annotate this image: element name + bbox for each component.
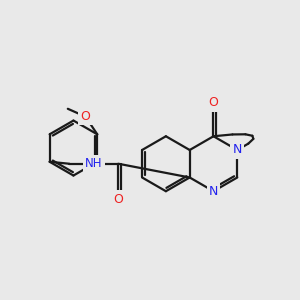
Text: N: N	[209, 185, 218, 198]
Text: O: O	[80, 110, 90, 123]
Text: O: O	[208, 96, 218, 110]
Text: N: N	[232, 143, 242, 157]
Text: NH: NH	[85, 157, 103, 170]
Text: O: O	[113, 193, 123, 206]
